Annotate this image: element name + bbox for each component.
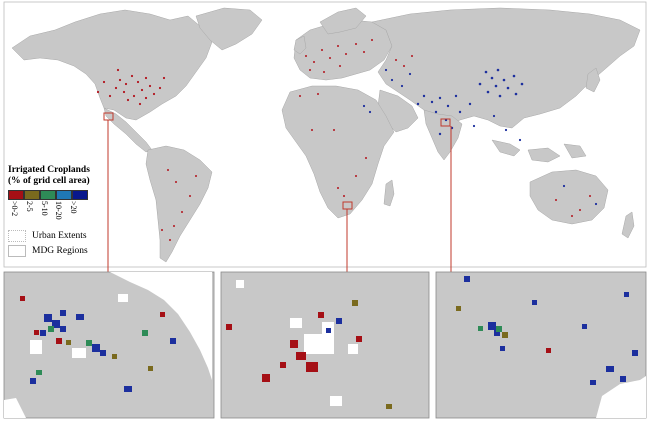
legend-mdg-row: MDG Regions bbox=[8, 245, 120, 257]
swatch-class-3 bbox=[40, 190, 56, 200]
swatch-class-4 bbox=[56, 190, 72, 200]
locator-box-india bbox=[440, 118, 451, 127]
legend-title-line1: Irrigated Croplands bbox=[8, 165, 90, 175]
inset-india-water bbox=[596, 376, 646, 418]
inset-panel-india bbox=[435, 271, 647, 419]
legend-label-class-4: 10-20 bbox=[54, 201, 64, 220]
legend-label-class-2: 2-5 bbox=[24, 201, 34, 212]
japan-landmass bbox=[585, 67, 601, 93]
inset-mexico-coast bbox=[110, 272, 212, 380]
south-america-landmass bbox=[145, 145, 213, 263]
swatch-class-1 bbox=[8, 190, 24, 200]
scandinavia-landmass bbox=[319, 7, 367, 35]
africa-landmass bbox=[281, 85, 395, 219]
legend-urban-label: Urban Extents bbox=[32, 231, 87, 241]
india-landmass bbox=[423, 109, 463, 161]
north-america-landmass bbox=[11, 9, 213, 121]
legend-urban-row: Urban Extents bbox=[8, 230, 120, 242]
legend-title-line2: (% of grid cell area) bbox=[8, 176, 90, 186]
world-landmass bbox=[11, 7, 641, 263]
madagascar-landmass bbox=[383, 179, 395, 207]
legend-label-class-1: >0-2 bbox=[10, 201, 19, 217]
new-zealand-landmass bbox=[621, 211, 635, 239]
legend-label-class-5: >20 bbox=[69, 201, 79, 214]
urban-extents-swatch bbox=[8, 230, 26, 242]
irrigation-high-dots bbox=[362, 68, 598, 206]
legend-swatches bbox=[8, 190, 120, 200]
australia-landmass bbox=[529, 169, 609, 225]
legend-mdg-label: MDG Regions bbox=[32, 246, 88, 256]
map-legend: Irrigated Croplands (% of grid cell area… bbox=[8, 165, 120, 257]
legend-tick-labels: >0-2 2-5 5-10 10-20 >20 bbox=[8, 201, 120, 227]
greenland-landmass bbox=[195, 7, 263, 51]
inset-panel-mexico bbox=[3, 271, 215, 419]
southeast-asia-islands bbox=[491, 139, 587, 163]
swatch-class-2 bbox=[24, 190, 40, 200]
uk-landmass bbox=[293, 35, 307, 55]
swatch-class-5 bbox=[72, 190, 88, 200]
irrigation-low-dots bbox=[96, 39, 591, 241]
mdg-regions-swatch bbox=[8, 245, 26, 257]
legend-label-class-3: 5-10 bbox=[39, 201, 49, 216]
inset-panel-south-africa bbox=[220, 271, 430, 419]
